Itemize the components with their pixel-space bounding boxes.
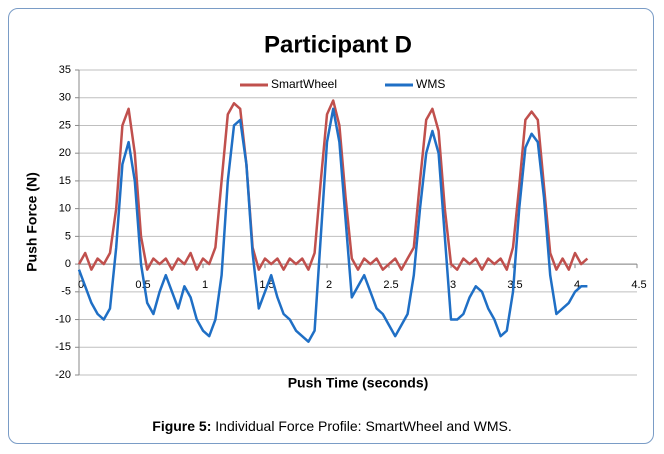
y-tick-label: 10 [59, 203, 71, 215]
y-tick-label: 5 [65, 230, 71, 242]
x-tick-label: 1 [202, 279, 208, 291]
x-tick-label: 3.5 [507, 279, 522, 291]
y-tick-label: 30 [59, 92, 71, 104]
x-tick-label: 4.5 [631, 279, 646, 291]
x-tick-label: 4 [574, 279, 580, 291]
x-tick-label: 2 [326, 279, 332, 291]
chart: Participant D Push Time (seconds) Push F… [24, 31, 647, 391]
x-tick-label: 2.5 [383, 279, 398, 291]
y-tick-label: 20 [59, 147, 71, 159]
y-tick-label: 25 [59, 119, 71, 131]
y-tick-label: 15 [59, 175, 71, 187]
x-tick-label: 3 [450, 279, 456, 291]
x-tick-label: 0 [78, 279, 84, 291]
y-tick-label: 0 [65, 258, 71, 270]
y-tick-label: -20 [55, 369, 71, 381]
caption: Figure 5: Individual Force Profile: Smar… [0, 418, 664, 434]
y-tick-label: -5 [61, 286, 71, 298]
chart-title: Participant D [264, 31, 412, 58]
series-line [77, 99, 589, 271]
x-axis-label: Push Time (seconds) [288, 375, 429, 391]
y-tick-label: -15 [55, 341, 71, 353]
x-tick-label: 0.5 [135, 279, 150, 291]
caption-text: Individual Force Profile: SmartWheel and… [215, 418, 512, 434]
legend-label: SmartWheel [271, 77, 337, 91]
caption-label: Figure 5: [152, 418, 212, 434]
y-tick-label: -10 [55, 313, 71, 325]
figure-frame [8, 8, 654, 444]
series-line [77, 107, 588, 343]
y-axis-label: Push Force (N) [24, 172, 40, 272]
legend-label: WMS [416, 77, 445, 91]
y-tick-label: 35 [59, 64, 71, 76]
